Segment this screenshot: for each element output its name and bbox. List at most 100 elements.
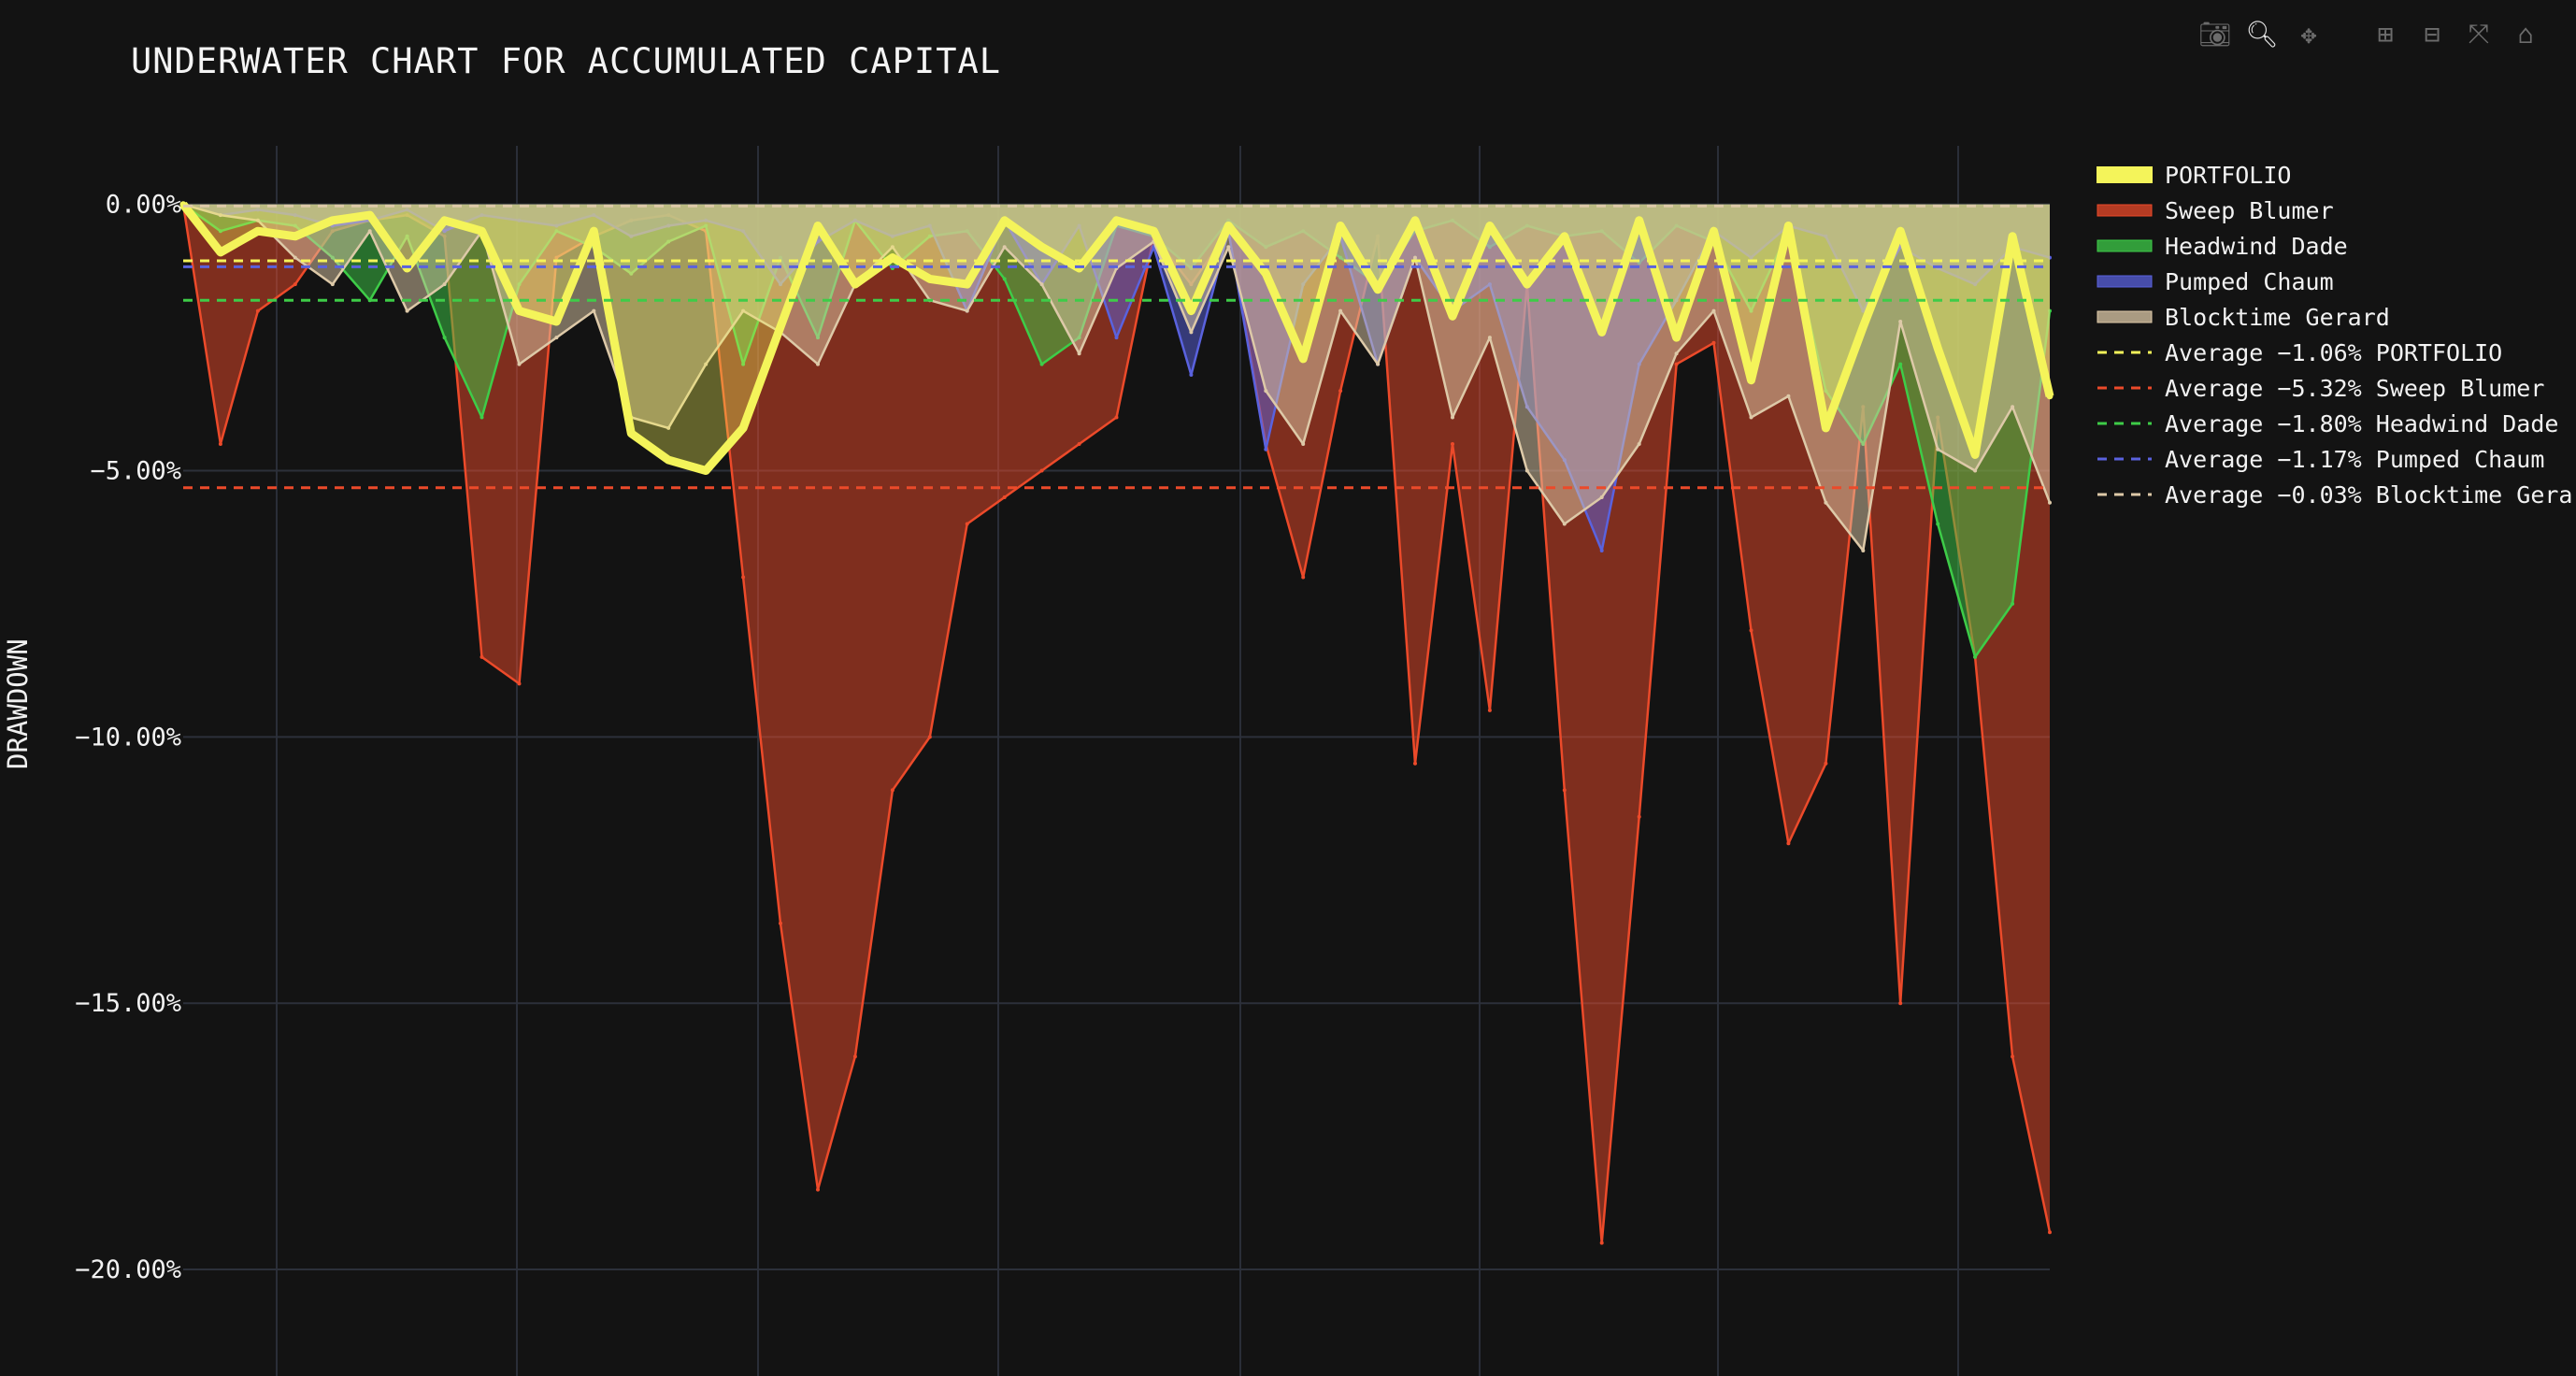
data-point-sweep-blumer [1599,1240,1604,1245]
data-point-portfolio [1001,217,1009,224]
data-point-sweep-blumer [779,921,782,925]
data-point-portfolio [1673,334,1681,341]
data-point-sweep-blumer [1786,841,1791,846]
data-point-blocktime-gerard [2011,405,2015,409]
legend-item[interactable]: Average −1.80% Headwind Dade [2096,406,2576,441]
data-point-headwind-dade [741,362,746,366]
data-point-pumped-chaum [1599,549,1604,552]
legend-item[interactable]: Average −1.17% Pumped Chaum [2096,441,2576,477]
data-point-blocktime-gerard [1487,336,1492,340]
data-point-sweep-blumer [2048,1230,2052,1235]
data-point-headwind-dade [1973,654,1978,659]
legend-label: Average −5.32% Sweep Blumer [2165,374,2545,402]
data-point-portfolio [777,323,784,331]
data-point-sweep-blumer [1674,362,1679,366]
data-point-portfolio [814,222,822,229]
data-point-headwind-dade [218,229,222,234]
y-tick-label: −5.00% [90,457,181,486]
data-point-sweep-blumer [1077,442,1081,446]
data-point-blocktime-gerard [592,308,596,313]
data-point-blocktime-gerard [293,255,297,260]
data-point-portfolio [1561,233,1568,240]
zoom-icon[interactable]: 🔍︎ [2245,18,2279,50]
data-point-sweep-blumer [890,788,894,793]
data-point-blocktime-gerard [1711,308,1716,313]
data-point-blocktime-gerard [1264,389,1268,394]
data-point-blocktime-gerard [255,218,260,222]
legend-item[interactable]: Average −5.32% Sweep Blumer [2096,370,2576,406]
legend-item[interactable]: Sweep Blumer [2096,193,2576,228]
data-point-headwind-dade [442,336,447,340]
data-point-portfolio [1262,270,1269,278]
data-point-headwind-dade [2011,601,2015,606]
legend-item[interactable]: PORTFOLIO [2096,157,2576,193]
data-point-portfolio [590,227,597,235]
data-point-portfolio [1896,227,1904,235]
data-point-blocktime-gerard [1898,320,1903,323]
legend-swatch [2097,351,2152,354]
data-point-blocktime-gerard [442,282,447,287]
data-point-sweep-blumer [1301,575,1306,580]
data-point-portfolio [665,456,672,464]
data-point-sweep-blumer [1338,389,1343,394]
data-point-portfolio [329,217,336,224]
legend-label: Average −0.03% Blocktime Gerard [2165,480,2576,509]
data-point-blocktime-gerard [1562,522,1567,526]
data-point-blocktime-gerard [1637,442,1641,446]
legend-item[interactable]: Pumped Chaum [2096,264,2576,299]
data-point-pumped-chaum [1189,373,1194,377]
data-point-sweep-blumer [1002,495,1007,499]
camera-icon[interactable]: 📷︎ [2198,18,2232,50]
data-point-blocktime-gerard [218,213,222,218]
autoscale-icon[interactable]: ⤧ [2468,18,2490,49]
legend-label: Average −1.80% Headwind Dade [2165,409,2559,437]
data-point-sweep-blumer [2011,1054,2015,1059]
series-area-portfolio [183,204,2050,471]
data-point-sweep-blumer [852,1054,857,1059]
legend-label: Sweep Blumer [2165,196,2334,224]
data-point-blocktime-gerard [1189,330,1194,335]
legend-swatch-fill [2097,275,2153,288]
data-point-blocktime-gerard [816,362,820,366]
legend-item[interactable]: Blocktime Gerard [2096,299,2576,335]
data-point-portfolio [739,424,747,432]
data-point-portfolio [702,467,709,474]
data-point-portfolio [1224,222,1232,229]
modebar: 📷︎ 🔍︎ ✥ ⊞ ⊟ ⤧ ⌂ [2198,17,2542,50]
legend-item[interactable]: Average −0.03% Blocktime Gerard [2096,477,2576,512]
data-point-blocktime-gerard [1338,308,1343,313]
data-point-portfolio [366,211,374,219]
data-point-portfolio [1150,227,1157,235]
data-point-blocktime-gerard [1786,394,1791,398]
legend-item[interactable]: Headwind Dade [2096,228,2576,264]
data-point-portfolio [1822,424,1829,432]
reset-axes-icon[interactable]: ⌂ [2517,18,2534,50]
data-point-sweep-blumer [1451,442,1454,446]
data-point-sweep-blumer [1711,340,1716,345]
data-point-headwind-dade [479,415,484,420]
data-point-pumped-chaum [1264,447,1268,452]
data-point-portfolio [1187,308,1195,315]
pan-icon[interactable]: ✥ [2300,18,2317,50]
data-point-blocktime-gerard [1002,245,1007,250]
legend-item[interactable]: Average −1.06% PORTFOLIO [2096,335,2576,370]
zoom-in-icon[interactable]: ⊞ [2377,18,2394,50]
legend-swatch [2097,204,2153,217]
data-point-blocktime-gerard [890,245,894,250]
data-point-sweep-blumer [1487,708,1492,712]
legend: PORTFOLIO Sweep Blumer Headwind Dade Pumped… [2096,157,2576,512]
data-point-portfolio [1748,377,1754,384]
data-point-blocktime-gerard [741,308,746,313]
data-point-portfolio [1337,222,1344,229]
legend-swatch-fill [2097,310,2153,323]
data-point-portfolio [441,217,449,224]
data-point-sweep-blumer [816,1187,820,1192]
data-point-sweep-blumer [1413,761,1417,766]
legend-swatch [2097,166,2153,183]
data-point-portfolio [217,249,224,256]
zoom-out-icon[interactable]: ⊟ [2424,18,2440,50]
data-point-portfolio [1299,355,1307,363]
data-point-blocktime-gerard [1226,245,1231,250]
data-point-portfolio [479,227,485,235]
